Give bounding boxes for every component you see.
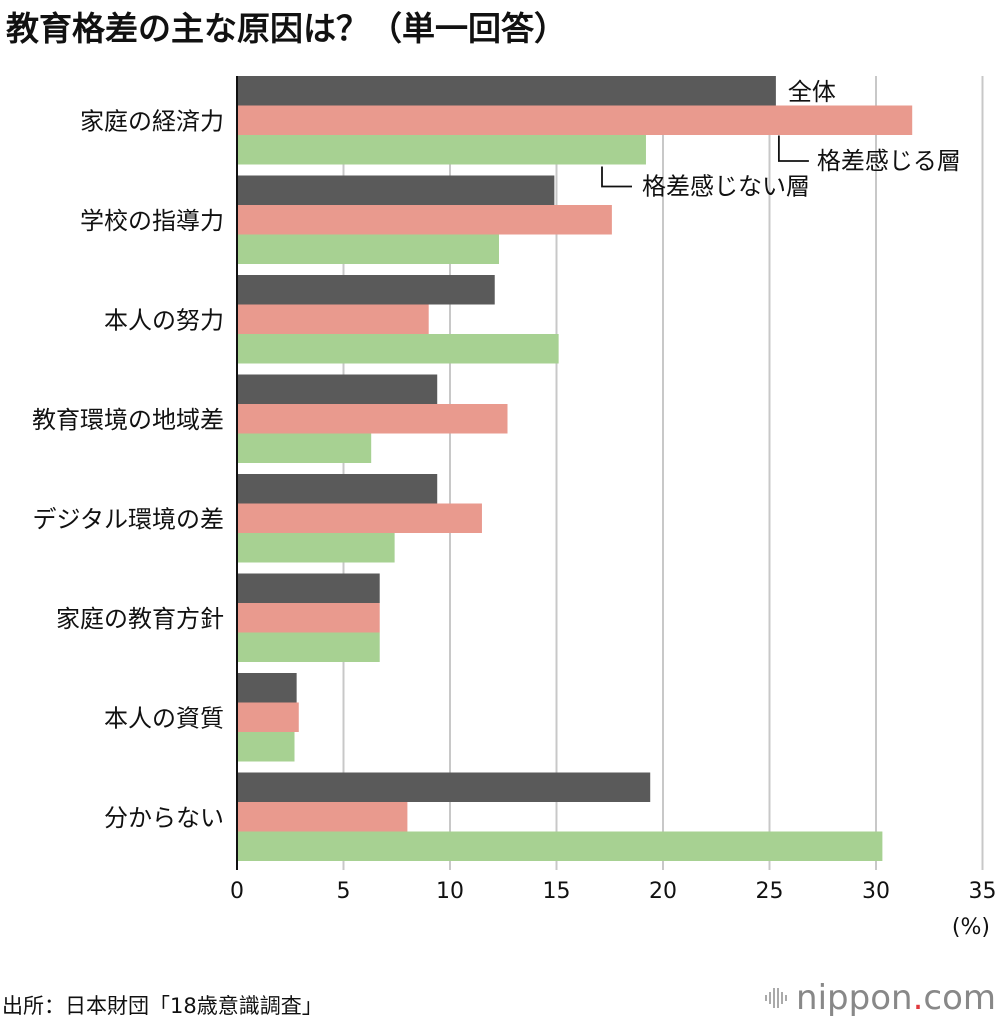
category-label-1: 学校の指導力	[80, 207, 224, 235]
category-label-4: デジタル環境の差	[32, 505, 224, 533]
bar-overall-6	[237, 673, 297, 703]
legend-leader-no-gap	[601, 166, 632, 188]
bar-overall-0	[237, 76, 776, 106]
bar-feel-gap-5	[237, 603, 380, 633]
bars	[237, 76, 913, 861]
bar-overall-3	[237, 374, 438, 404]
bar-no-gap-4	[237, 533, 395, 563]
x-tick-label-3: 15	[543, 879, 571, 904]
bar-feel-gap-7	[237, 802, 408, 832]
bar-feel-gap-0	[237, 105, 913, 135]
bar-feel-gap-4	[237, 503, 482, 533]
x-tick-label-0: 0	[230, 879, 244, 904]
legend-label-overall: 全体	[788, 78, 836, 106]
category-label-5: 家庭の教育方針	[56, 605, 224, 633]
category-label-6: 本人の資質	[104, 704, 224, 732]
bar-overall-1	[237, 175, 555, 205]
x-axis-ticks: 0 5 10 15 20 25 30 35	[230, 879, 997, 904]
legend-label-no-gap: 格差感じない層	[642, 173, 810, 201]
x-tick-label-5: 25	[756, 879, 784, 904]
x-tick-label-6: 30	[862, 879, 890, 904]
logo-main-text: nippon	[796, 978, 913, 1018]
bar-no-gap-6	[237, 732, 295, 762]
bar-overall-2	[237, 275, 495, 305]
category-label-2: 本人の努力	[104, 306, 224, 334]
bar-no-gap-2	[237, 334, 559, 364]
bar-feel-gap-2	[237, 304, 429, 334]
nippon-logo: nippon. com	[764, 978, 996, 1018]
x-tick-label-7: 35	[969, 879, 997, 904]
category-label-7: 分からない	[104, 804, 224, 832]
logo-dot-text: .	[912, 978, 924, 1018]
x-tick-label-1: 5	[337, 879, 351, 904]
logo-com-text: com	[923, 978, 996, 1018]
chart-title: 教育格差の主な原因は？（単一回答）	[6, 9, 567, 48]
source-note: 出所：日本財団「18歳意識調査」	[2, 994, 323, 1018]
bar-no-gap-5	[237, 632, 380, 662]
bar-overall-7	[237, 772, 651, 802]
category-label-0: 家庭の経済力	[80, 107, 224, 135]
sound-wave-icon	[765, 988, 788, 1008]
bar-chart: 家庭の経済力学校の指導力本人の努力教育環境の地域差デジタル環境の差家庭の教育方針…	[32, 76, 997, 940]
category-labels: 家庭の経済力学校の指導力本人の努力教育環境の地域差デジタル環境の差家庭の教育方針…	[32, 107, 224, 832]
bar-no-gap-0	[237, 135, 646, 165]
bar-overall-4	[237, 474, 438, 504]
bar-feel-gap-6	[237, 702, 299, 732]
x-tick-label-2: 10	[436, 879, 464, 904]
bar-feel-gap-1	[237, 205, 612, 235]
legend-label-feel-gap: 格差感じる層	[817, 147, 961, 175]
legend-leader-feel-gap	[777, 135, 809, 162]
bar-no-gap-1	[237, 234, 499, 264]
x-tick-label-4: 20	[649, 879, 677, 904]
x-axis-unit: (%)	[952, 915, 990, 940]
bar-overall-5	[237, 573, 380, 603]
logo-wordmark: nippon. com	[796, 978, 996, 1018]
bar-no-gap-3	[237, 433, 372, 463]
category-label-3: 教育環境の地域差	[32, 406, 224, 434]
bar-feel-gap-3	[237, 404, 508, 434]
bar-no-gap-7	[237, 831, 883, 861]
